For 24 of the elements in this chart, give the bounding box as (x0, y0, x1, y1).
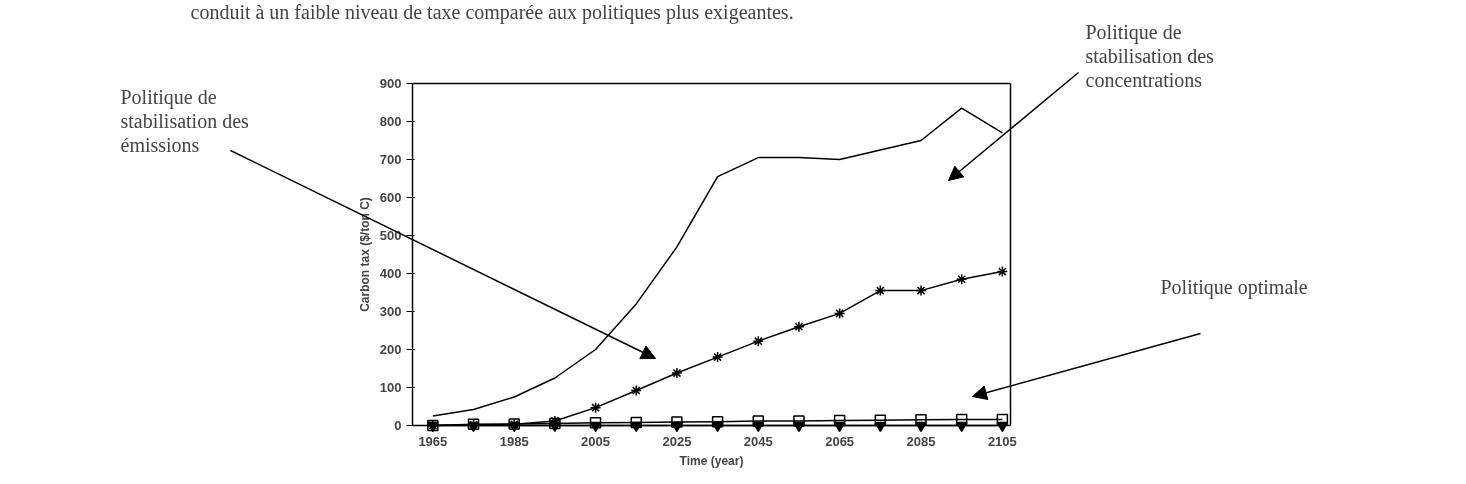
y-tick-label: 800 (379, 114, 402, 129)
y-tick-label: 200 (379, 342, 402, 357)
y-tick-label: 500 (379, 228, 402, 243)
x-tick-label: 2045 (743, 433, 773, 449)
x-tick-label: 2105 (987, 433, 1017, 449)
y-tick-label: 300 (379, 304, 402, 319)
y-tick-label: 100 (379, 380, 402, 395)
y-tick-label: 700 (379, 152, 402, 167)
text: Politique de stabilisation des émissions (120, 85, 250, 156)
x-tick-label: 2005 (581, 433, 611, 449)
x-tick-label: 2085 (906, 433, 936, 449)
x-tick-label: 2025 (662, 433, 692, 449)
x-tick-label: 2065 (825, 433, 855, 449)
text: Politique optimale (1160, 275, 1308, 299)
y-axis-title: Carbon tax ($/ton C) (357, 197, 372, 312)
text: Politique de stabilisation des concentrations (1085, 20, 1215, 91)
y-tick-label: 600 (379, 190, 402, 205)
y-tick-label: 900 (379, 76, 402, 91)
text: conduit à un faible niveau de taxe comparée aux politiques plus exigeantes. (190, 0, 794, 24)
x-tick-label: 1985 (499, 433, 529, 449)
y-tick-label: 0 (394, 418, 402, 433)
x-tick-label: 1965 (418, 433, 448, 449)
y-tick-label: 400 (379, 266, 402, 281)
x-axis-title: Time (year) (679, 453, 744, 468)
